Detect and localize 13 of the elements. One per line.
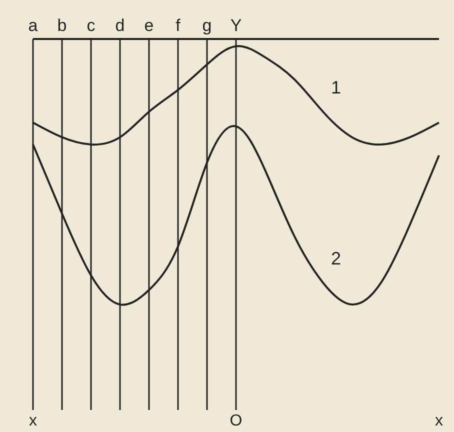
x-tick-label: d <box>115 16 125 35</box>
text: x <box>29 412 37 430</box>
x-tick-label: c <box>86 16 96 35</box>
x-tick-label: f <box>176 16 181 35</box>
x-tick-label: g <box>202 16 212 35</box>
text: O <box>230 412 242 430</box>
series-label: 1 <box>331 78 342 98</box>
x-tick-label: e <box>144 16 154 35</box>
series-label: 2 <box>331 248 342 269</box>
text: x <box>435 412 443 430</box>
x-tick-label: Y <box>230 16 242 35</box>
x-tick-label: b <box>57 16 67 35</box>
x-tick-label: a <box>28 16 38 35</box>
